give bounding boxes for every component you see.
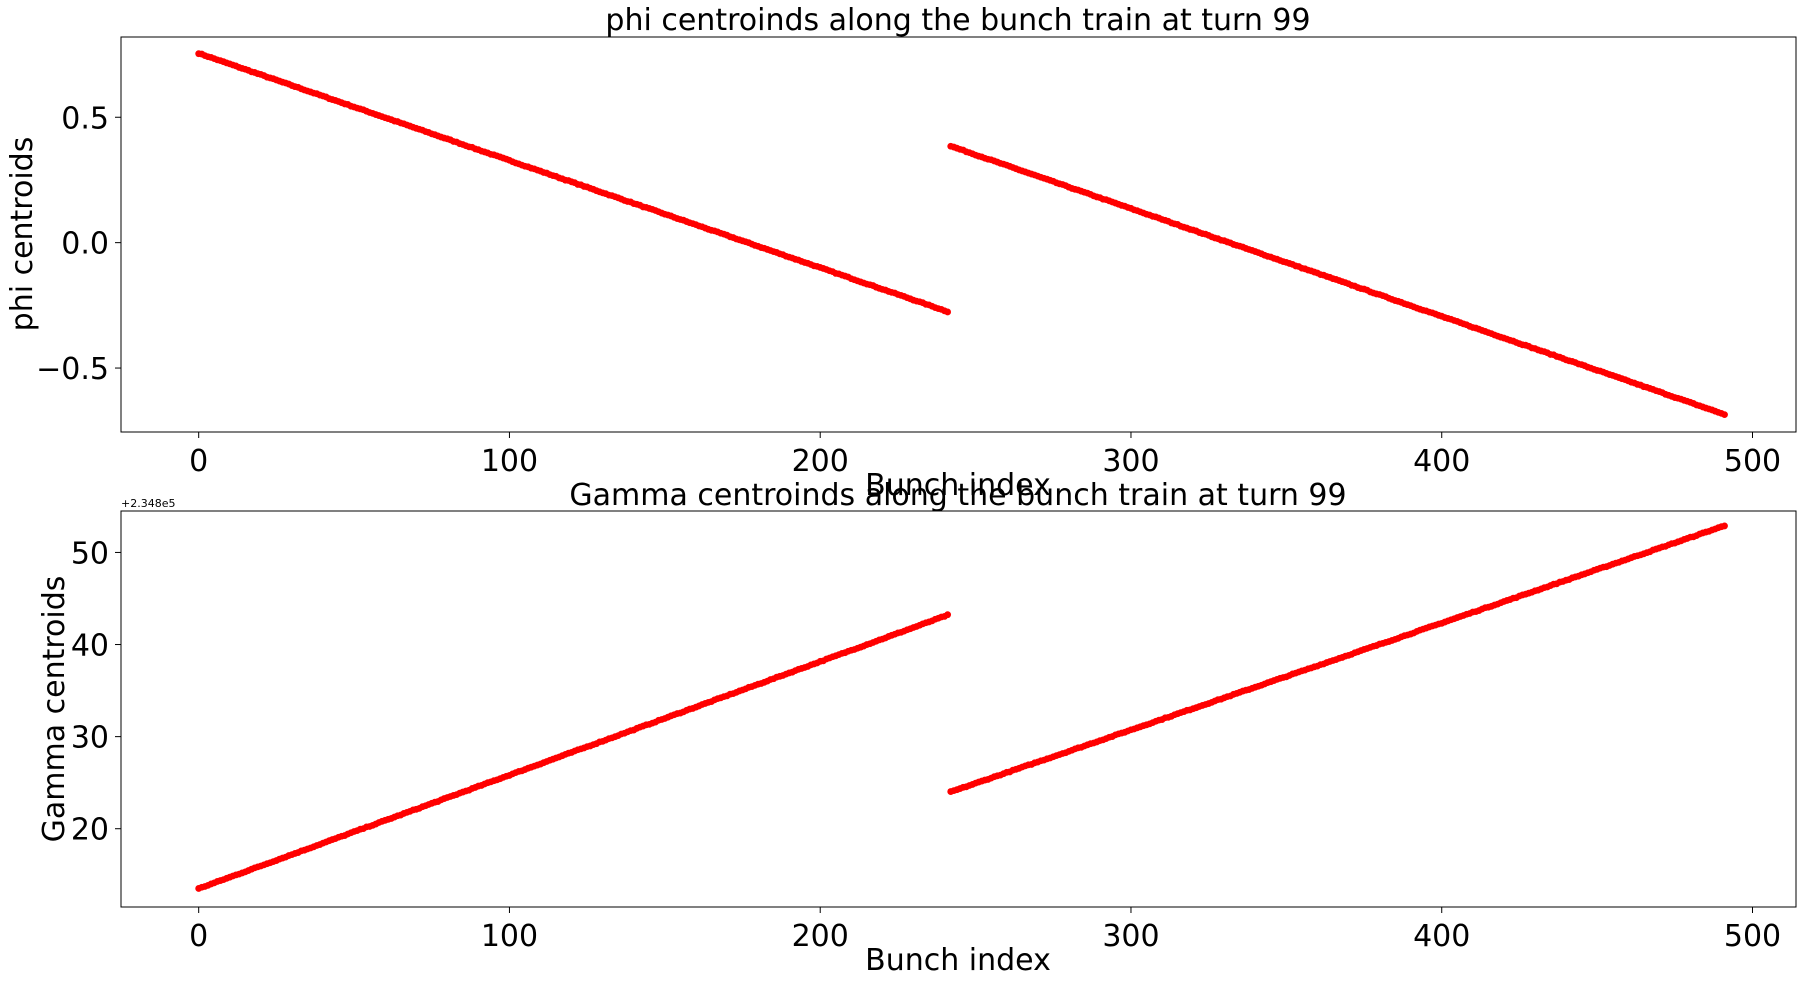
- x-tick-label: 0: [189, 919, 208, 954]
- x-tick-label: 200: [792, 444, 849, 479]
- phi-x-axis-label: Bunch index: [865, 468, 1051, 503]
- x-tick-label: 300: [1102, 444, 1159, 479]
- phi-plot-title: phi centroinds along the bunch train at …: [605, 3, 1310, 38]
- gamma-y-axis-label: Gamma centroids: [37, 576, 72, 843]
- phi-centroids-markers: [195, 50, 1728, 419]
- y-tick-label: 40: [71, 629, 109, 664]
- gamma-plot-title: Gamma centroinds along the bunch train a…: [569, 478, 1346, 513]
- y-tick-label: 0.5: [61, 101, 109, 136]
- data-point: [944, 611, 952, 619]
- phi-centroids-plot: 0 100 200 300 400 500 0.5 0.0 −0.5 phi centroin…: [5, 3, 1797, 503]
- y-tick-label: 0.0: [61, 227, 109, 262]
- gamma-centroids-plot: 0 100 200 300 400 500 50 40 30 20 +2.348e5 Gamma…: [37, 478, 1797, 978]
- x-tick-label: 400: [1413, 444, 1470, 479]
- gamma-x-axis-label: Bunch index: [865, 943, 1051, 978]
- data-point: [944, 308, 952, 316]
- gamma-centroids-markers: [195, 522, 1728, 892]
- gamma-y-offset-text: +2.348e5: [121, 497, 175, 510]
- x-tick-label: 400: [1413, 919, 1470, 954]
- phi-plot-frame: [120, 36, 1797, 433]
- x-tick-label: 500: [1724, 444, 1781, 479]
- phi-y-axis-label: phi centroids: [5, 137, 40, 332]
- x-tick-label: 500: [1724, 919, 1781, 954]
- x-tick-label: 100: [481, 444, 538, 479]
- y-tick-label: 50: [71, 536, 109, 571]
- data-point: [1721, 522, 1728, 530]
- y-tick-label: 30: [71, 721, 109, 756]
- phi-x-ticks: 0 100 200 300 400 500: [189, 432, 1781, 479]
- phi-y-ticks: 0.5 0.0 −0.5: [36, 101, 121, 387]
- y-tick-label: 20: [71, 813, 109, 848]
- x-tick-label: 300: [1102, 919, 1159, 954]
- data-point: [1721, 411, 1728, 419]
- x-tick-label: 0: [189, 444, 208, 479]
- y-tick-label: −0.5: [36, 352, 109, 387]
- x-tick-label: 200: [792, 919, 849, 954]
- x-tick-label: 100: [481, 919, 538, 954]
- gamma-y-ticks: 50 40 30 20: [71, 536, 121, 848]
- gamma-plot-frame: [120, 510, 1797, 908]
- gamma-x-ticks: 0 100 200 300 400 500: [189, 907, 1781, 954]
